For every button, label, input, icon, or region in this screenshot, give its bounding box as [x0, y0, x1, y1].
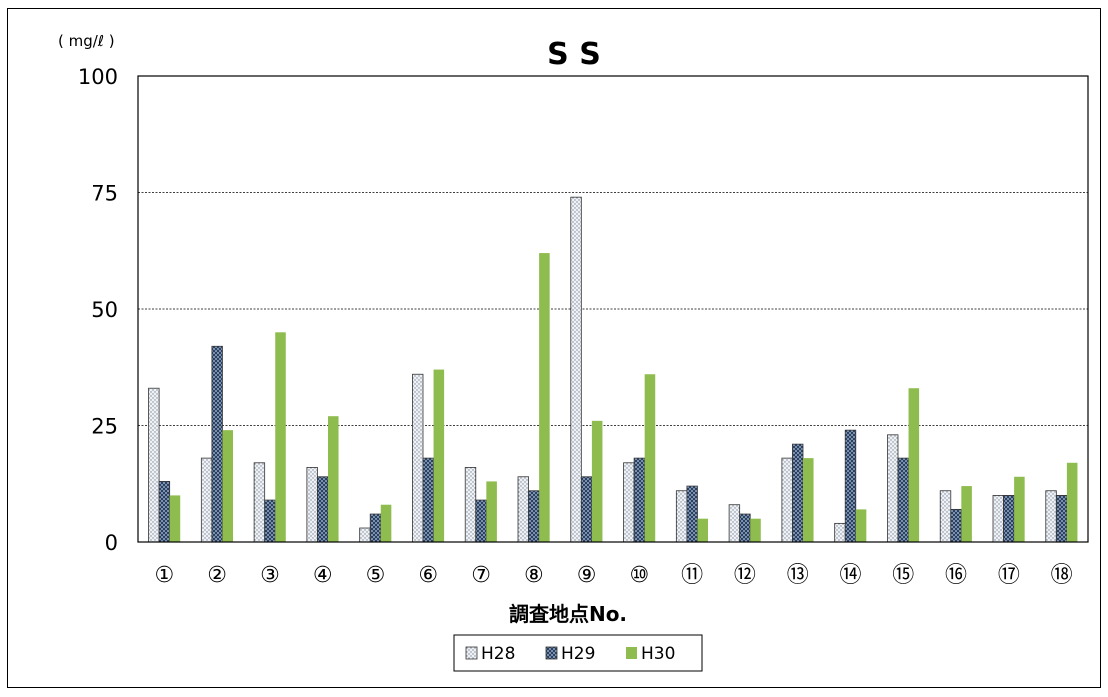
bars — [148, 196, 1078, 543]
bar-H29-11 — [686, 485, 698, 543]
legend-box — [453, 634, 703, 672]
bar-H28-18 — [1045, 490, 1057, 543]
bar-H30-7 — [486, 481, 497, 542]
legend-label-H28: H28 — [481, 644, 515, 664]
x-tick-label: ⑱ — [1051, 563, 1073, 588]
x-tick-label: ⑬ — [787, 563, 809, 588]
bar-H29-5 — [369, 513, 382, 543]
bar-H28-12 — [728, 504, 741, 543]
bar-H30-3 — [275, 332, 286, 542]
bar-H30-18 — [1066, 462, 1078, 542]
x-tick-label: ⑫ — [734, 563, 756, 588]
bar-H29-1 — [158, 481, 171, 543]
bar-H30-17 — [1014, 476, 1025, 542]
bar-H28-7 — [464, 467, 477, 543]
bar-H28-11 — [675, 490, 688, 543]
bar-H28-17 — [992, 494, 1004, 543]
x-tick-label: ⑯ — [945, 563, 967, 588]
bar-H29-16 — [950, 508, 962, 543]
bar-H30-14 — [855, 509, 867, 542]
x-axis-ticks: ① ② ③ ④ ⑤ ⑥ ⑦ ⑧ ⑨ ⑩ ⑪ ⑫ ⑬ ⑭ ⑮ ⑯ ⑰ ⑱ — [155, 563, 1073, 588]
y-axis-ticks: 0 25 50 75 100 — [78, 65, 118, 555]
bar-H30-8 — [539, 253, 550, 542]
x-tick-label: ④ — [313, 563, 333, 588]
bar-H30-4 — [328, 416, 339, 542]
y-tick-label: 0 — [105, 531, 118, 555]
x-tick-label: ⑦ — [471, 563, 491, 588]
legend-swatch-H29 — [545, 646, 558, 660]
unit-label: ( mg/ℓ ) — [58, 32, 115, 50]
x-tick-label: ⑨ — [577, 563, 597, 588]
x-tick-label: ⑮ — [892, 563, 914, 588]
bar-H29-3 — [264, 499, 276, 543]
x-tick-label: ⑰ — [998, 563, 1020, 588]
bar-H29-13 — [792, 443, 804, 543]
bar-H29-4 — [317, 476, 329, 543]
chart-frame: ( mg/ℓ ) S S 0 25 50 75 100 ① ② ③ ④ ⑤ ⑥ ⑦ ⑧ ⑨ ⑩ ⑪ ⑫ ⑬ ⑭ ⑮ ⑯… — [7, 8, 1101, 688]
x-tick-label: ② — [207, 563, 227, 588]
legend-label-H30: H30 — [641, 644, 675, 664]
bar-H28-2 — [200, 457, 213, 543]
bar-H28-14 — [834, 522, 846, 543]
bar-H30-6 — [433, 369, 445, 542]
bar-H29-17 — [1003, 494, 1015, 543]
bar-H29-7 — [475, 499, 487, 543]
x-tick-label: ⑭ — [839, 563, 861, 588]
chart-svg: ( mg/ℓ ) S S 0 25 50 75 100 ① ② ③ ④ ⑤ ⑥ ⑦ ⑧ ⑨ ⑩ ⑪ ⑫ ⑬ ⑭ ⑮ ⑯… — [58, 32, 1089, 672]
bar-H30-2 — [222, 430, 233, 542]
bar-H30-13 — [803, 458, 814, 542]
legend-swatch-H30 — [626, 647, 637, 659]
bar-H28-10 — [623, 462, 635, 543]
y-tick-label: 50 — [91, 298, 118, 322]
bar-H28-4 — [306, 467, 318, 543]
x-tick-label: ⑪ — [681, 563, 703, 588]
bar-H29-12 — [739, 513, 751, 543]
bar-H29-10 — [633, 457, 646, 543]
chart-title: S S — [547, 37, 601, 72]
x-tick-label: ⑥ — [418, 563, 438, 588]
bar-H29-18 — [1055, 494, 1068, 543]
bar-H28-1 — [148, 387, 160, 543]
bar-H29-8 — [528, 490, 540, 543]
bar-H28-3 — [253, 462, 266, 543]
x-axis-label: 調査地点No. — [509, 602, 627, 626]
y-tick-label: 75 — [91, 182, 118, 206]
bar-H30-11 — [697, 518, 708, 542]
bar-H28-16 — [939, 490, 952, 543]
bar-H30-16 — [961, 486, 972, 542]
bar-H29-9 — [580, 476, 593, 543]
bar-H30-10 — [644, 374, 656, 542]
legend-swatch-H28 — [465, 646, 478, 660]
legend-label-H29: H29 — [561, 644, 595, 664]
bar-H30-5 — [380, 504, 392, 542]
y-tick-label: 100 — [78, 65, 118, 89]
bar-H28-8 — [517, 476, 529, 543]
x-tick-label: ⑧ — [524, 563, 544, 588]
grid-lines — [138, 192, 1088, 426]
bar-H29-2 — [211, 345, 223, 543]
bar-H29-15 — [897, 457, 909, 543]
legend: H28 H29 H30 — [453, 634, 703, 672]
plot-area — [137, 75, 1089, 543]
bar-H28-15 — [887, 434, 899, 543]
bar-H29-14 — [844, 429, 857, 543]
bar-H28-5 — [359, 527, 371, 543]
bar-H30-9 — [591, 420, 603, 542]
bar-H28-6 — [412, 373, 424, 543]
x-tick-label: ⑤ — [366, 563, 386, 588]
bar-H30-1 — [169, 495, 181, 542]
x-tick-label: ⑩ — [630, 563, 650, 588]
bar-H30-12 — [750, 518, 761, 542]
x-tick-label: ③ — [260, 563, 280, 588]
y-tick-label: 25 — [91, 415, 118, 439]
bar-H29-6 — [422, 457, 434, 543]
x-tick-label: ① — [155, 563, 175, 588]
bar-H28-9 — [570, 196, 582, 543]
bar-H28-13 — [781, 457, 793, 543]
bar-H30-15 — [908, 388, 920, 542]
